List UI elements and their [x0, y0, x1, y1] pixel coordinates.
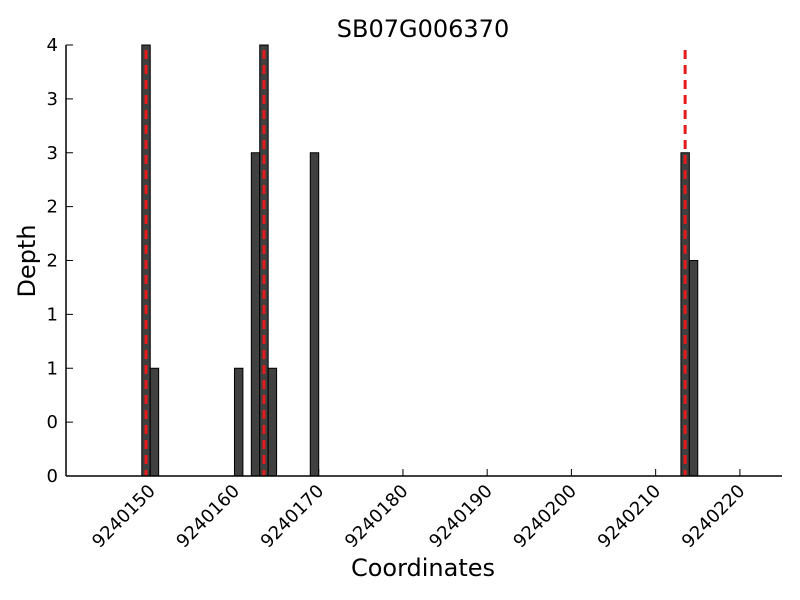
x-tick-label-4: 9240190 — [425, 481, 497, 553]
y-axis-label: Depth — [13, 224, 41, 297]
bar-6 — [309, 152, 320, 477]
y-tick-label-2: 1 — [47, 358, 58, 379]
bar-5 — [267, 367, 278, 477]
x-tick-label-0: 9240150 — [88, 481, 160, 553]
bar-3 — [250, 152, 261, 477]
x-tick-label-2: 9240170 — [257, 481, 329, 553]
x-tick-label-3: 9240180 — [341, 481, 413, 553]
bar-2 — [233, 367, 244, 477]
x-axis-label: Coordinates — [351, 554, 495, 582]
axes-group — [65, 45, 782, 477]
x-tick-label-5: 9240200 — [509, 481, 581, 553]
reference-lines-group — [144, 50, 687, 476]
x-tick-label-1: 9240160 — [172, 481, 244, 553]
x-tick-label-7: 9240220 — [678, 481, 750, 553]
y-tick-label-7: 3 — [47, 89, 58, 110]
y-tick-label-1: 0 — [47, 412, 58, 433]
y-tick-label-6: 3 — [47, 143, 58, 164]
x-tick-label-6: 9240210 — [594, 481, 666, 553]
bar-1 — [149, 367, 160, 477]
x-ticks-group: 9240150 9240160 9240170 9240180 9240190 92402… — [88, 469, 749, 552]
chart-title: SB07G006370 — [337, 15, 509, 43]
y-tick-label-8: 4 — [47, 35, 58, 56]
y-tick-label-4: 2 — [47, 251, 58, 272]
bar-8 — [688, 260, 699, 477]
y-tick-label-5: 2 — [47, 197, 58, 218]
y-ticks-group: 0 0 1 1 2 2 3 3 4 — [47, 35, 73, 487]
bars-group — [141, 44, 699, 477]
y-tick-label-0: 0 — [47, 466, 58, 487]
y-tick-label-3: 1 — [47, 304, 58, 325]
